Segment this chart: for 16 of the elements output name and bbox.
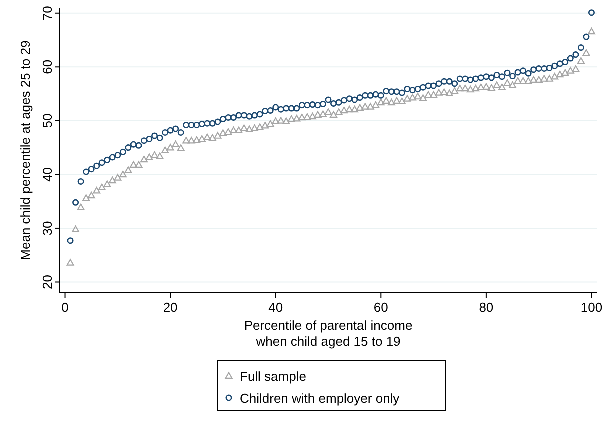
legend-label: Full sample <box>240 369 306 384</box>
y-tick-label: 30 <box>40 221 55 236</box>
x-tick-label: 40 <box>268 300 284 315</box>
x-axis-title: Percentile of parental income when child aged 15 to 19 <box>244 318 413 349</box>
y-tick-label: 40 <box>40 167 55 182</box>
x-tick-label: 20 <box>163 300 178 315</box>
x-tick-label: 0 <box>62 300 69 315</box>
y-tick-label: 60 <box>40 60 55 74</box>
x-tick-label: 80 <box>479 300 494 315</box>
y-tick-label: 20 <box>40 275 55 290</box>
legend-label: Children with employer only <box>240 391 400 406</box>
y-axis-title: Mean child percentile at ages 25 to 29 <box>18 40 33 260</box>
y-tick-label: 50 <box>40 114 55 128</box>
x-tick-label: 100 <box>580 300 603 315</box>
y-tick-label: 70 <box>40 6 55 21</box>
x-tick-label: 60 <box>374 300 388 315</box>
